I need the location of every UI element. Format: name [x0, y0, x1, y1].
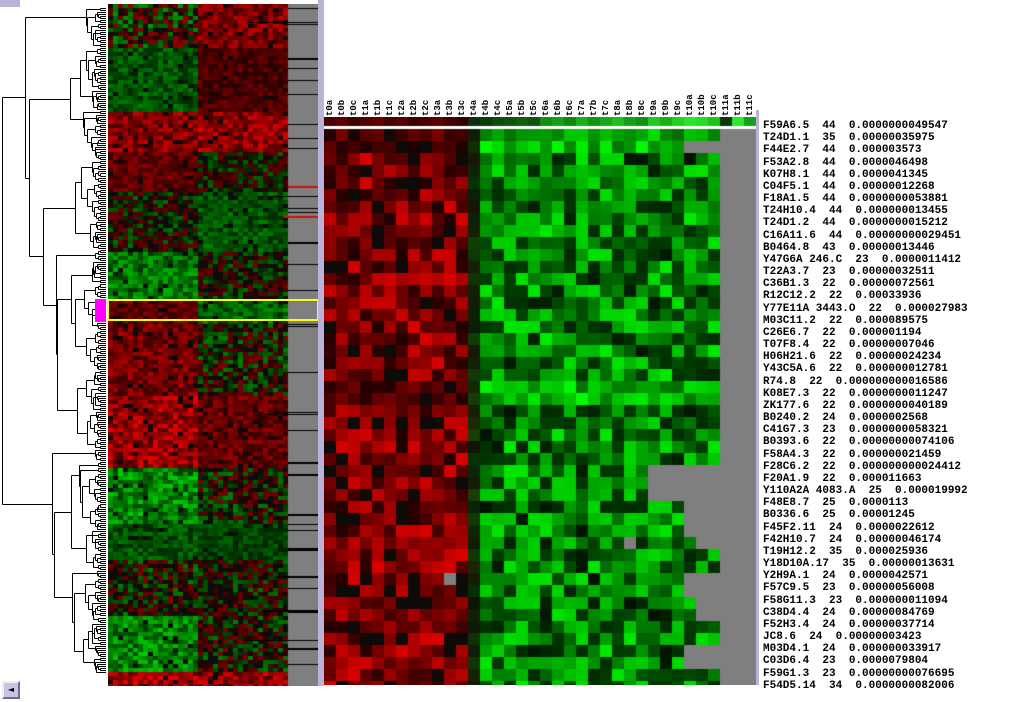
column-header-t11a: t11a: [721, 94, 731, 116]
gene-label-row: JC8.6 24 0.00000003423: [763, 631, 922, 644]
gene-label-row: K08E7.3 22 0.0000000011247: [763, 387, 948, 400]
array-column-headers: t0a t0b t0c t1a t1b t1c t2a t2b t2c t3a t3b t3c t4a t…: [324, 74, 756, 116]
gene-dendrogram[interactable]: [0, 0, 107, 702]
column-header-t0a: t0a: [325, 99, 335, 116]
gene-label-row: F45F2.11 24 0.0000022612: [763, 521, 935, 534]
column-header-t4a: t4a: [469, 99, 479, 116]
column-header-t8a: t8a: [613, 99, 623, 116]
gene-label-row: F48E8.7 25 0.0000113: [763, 497, 909, 510]
column-header-t3a: t3a: [433, 99, 443, 116]
column-header-t5c: t5c: [529, 99, 539, 116]
gene-label-row: F58G11.3 23 0.000000011094: [763, 594, 948, 607]
gene-label-row: B0464.8 43 0.00000013446: [763, 241, 935, 254]
gene-label-row: Y47G6A 246.C 23 0.0000011412: [763, 253, 962, 266]
column-header-t2a: t2a: [397, 99, 407, 116]
gene-label-row: C38D4.4 24 0.00000084769: [763, 606, 935, 619]
gene-label-row: F59A6.5 44 0.0000000049547: [763, 120, 948, 132]
column-header-t6a: t6a: [541, 99, 551, 116]
gene-label-row: F54D5.14 34 0.0000000082006: [763, 679, 955, 692]
gene-label-row: F58A4.3 22 0.000000021459: [763, 448, 942, 461]
gene-label-row: C03D6.4 23 0.0000079804: [763, 655, 929, 668]
gene-label-row: R12C12.2 22 0.00033936: [763, 290, 922, 303]
selection-node-marker: [95, 299, 106, 322]
column-header-t3c: t3c: [457, 99, 467, 116]
selection-rectangle: [107, 299, 319, 321]
column-header-t8b: t8b: [625, 99, 635, 116]
column-header-t11c: t11c: [745, 94, 755, 116]
gene-label-row: C26E6.7 22 0.000001194: [763, 326, 922, 339]
scroll-left-button[interactable]: ◄: [2, 681, 20, 699]
zoom-heatmap-canvas[interactable]: [324, 117, 756, 685]
gene-label-row: F28C6.2 22 0.000000000024412: [763, 460, 962, 473]
column-header-t1a: t1a: [361, 99, 371, 116]
gene-label-row: B0240.2 24 0.0000002568: [763, 412, 929, 425]
gene-label-row: F59G1.3 23 0.00000000076695: [763, 667, 955, 680]
dendrogram-branches: [2, 8, 106, 673]
column-header-t1c: t1c: [385, 99, 395, 116]
gene-label-row: F42H10.7 24 0.00000046174: [763, 533, 942, 546]
gene-label-row: T24D1.2 44 0.0000000015212: [763, 217, 948, 230]
pane-divider: [318, 0, 324, 686]
gene-label-row: C04F5.1 44 0.00000012268: [763, 180, 935, 193]
gene-label-row: Y110A2A 4083.A 25 0.000019992: [763, 485, 968, 498]
gene-label-row: ZK177.6 22 0.0000000040189: [763, 399, 948, 412]
gene-label-row: B0336.6 25 0.00001245: [763, 509, 915, 522]
gene-label-row: H06H21.6 22 0.00000024234: [763, 351, 942, 364]
column-header-t11b: t11b: [733, 94, 743, 116]
column-header-t6b: t6b: [553, 99, 563, 116]
column-header-t9b: t9b: [661, 99, 671, 116]
gene-label-row: Y77E11A 3443.O 22 0.000027983: [763, 302, 968, 315]
gene-label-row: Y18D10A.17 35 0.00000013631: [763, 558, 955, 571]
column-header-t1b: t1b: [373, 99, 383, 116]
gene-label-row: F20A1.9 22 0.000011663: [763, 472, 922, 485]
gene-label-row: M03C11.2 22 0.000089575: [763, 314, 929, 327]
gene-label-row: T24H10.4 44 0.000000013455: [763, 205, 948, 218]
gene-label-row: R74.8 22 0.000000000016586: [763, 375, 948, 388]
gene-label-row: K07H8.1 44 0.0000041345: [763, 168, 929, 181]
gene-label-row: Y2H9A.1 24 0.0000042571: [763, 570, 929, 583]
gene-label-row: F18A1.5 44 0.0000000053881: [763, 193, 948, 206]
column-header-t7b: t7b: [589, 99, 599, 116]
gene-label-row: T19H12.2 35 0.000025936: [763, 545, 929, 558]
column-header-t8c: t8c: [637, 99, 647, 116]
column-header-t3b: t3b: [445, 99, 455, 116]
column-header-t2c: t2c: [421, 99, 431, 116]
gene-label-row: C36B1.3 22 0.00000072561: [763, 278, 935, 291]
left-arrow-icon: ◄: [7, 685, 15, 694]
global-heatmap-canvas[interactable]: [108, 4, 318, 686]
column-header-t4b: t4b: [481, 99, 491, 116]
gene-label-row: F44E2.7 44 0.000003573: [763, 144, 922, 157]
gene-label-row: T07F8.4 22 0.00000007046: [763, 339, 935, 352]
zoom-pane-right-border: [756, 110, 759, 685]
gene-label-row: F53A2.8 44 0.0000046498: [763, 156, 929, 169]
gene-label-row: T24D1.1 35 0.00000035975: [763, 132, 935, 145]
gene-label-row: F57C9.5 23 0.00000056008: [763, 582, 935, 595]
gene-label-row: F52H3.4 24 0.00000037714: [763, 618, 935, 631]
gene-label-row: C16A11.6 44 0.00000000029451: [763, 229, 962, 242]
gene-label-row: B0393.6 22 0.00000000074106: [763, 436, 955, 449]
column-header-t7a: t7a: [577, 99, 587, 116]
column-header-t0b: t0b: [337, 99, 347, 116]
gene-label-row: C41G7.3 23 0.0000000058321: [763, 424, 948, 437]
column-header-t10a: t10a: [685, 94, 695, 116]
gene-label-list: F59A6.5 44 0.0000000049547 T24D1.1 35 0.0…: [763, 120, 1024, 702]
column-header-t10b: t10b: [697, 94, 707, 116]
column-header-t5a: t5a: [505, 99, 515, 116]
column-header-t7c: t7c: [601, 99, 611, 116]
gene-label-row: Y43C5A.6 22 0.000000012781: [763, 363, 948, 376]
column-header-t9c: t9c: [673, 99, 683, 116]
column-header-t5b: t5b: [517, 99, 527, 116]
column-header-t2b: t2b: [409, 99, 419, 116]
column-header-t0c: t0c: [349, 99, 359, 116]
column-header-t9a: t9a: [649, 99, 659, 116]
column-header-t10c: t10c: [709, 94, 719, 116]
scrollbar-corner-fragment: [0, 0, 20, 7]
column-header-t6c: t6c: [565, 99, 575, 116]
column-header-t4c: t4c: [493, 99, 503, 116]
gene-label-row: M03D4.1 24 0.000000033917: [763, 643, 942, 656]
gene-label-row: T22A3.7 23 0.00000032511: [763, 266, 935, 279]
